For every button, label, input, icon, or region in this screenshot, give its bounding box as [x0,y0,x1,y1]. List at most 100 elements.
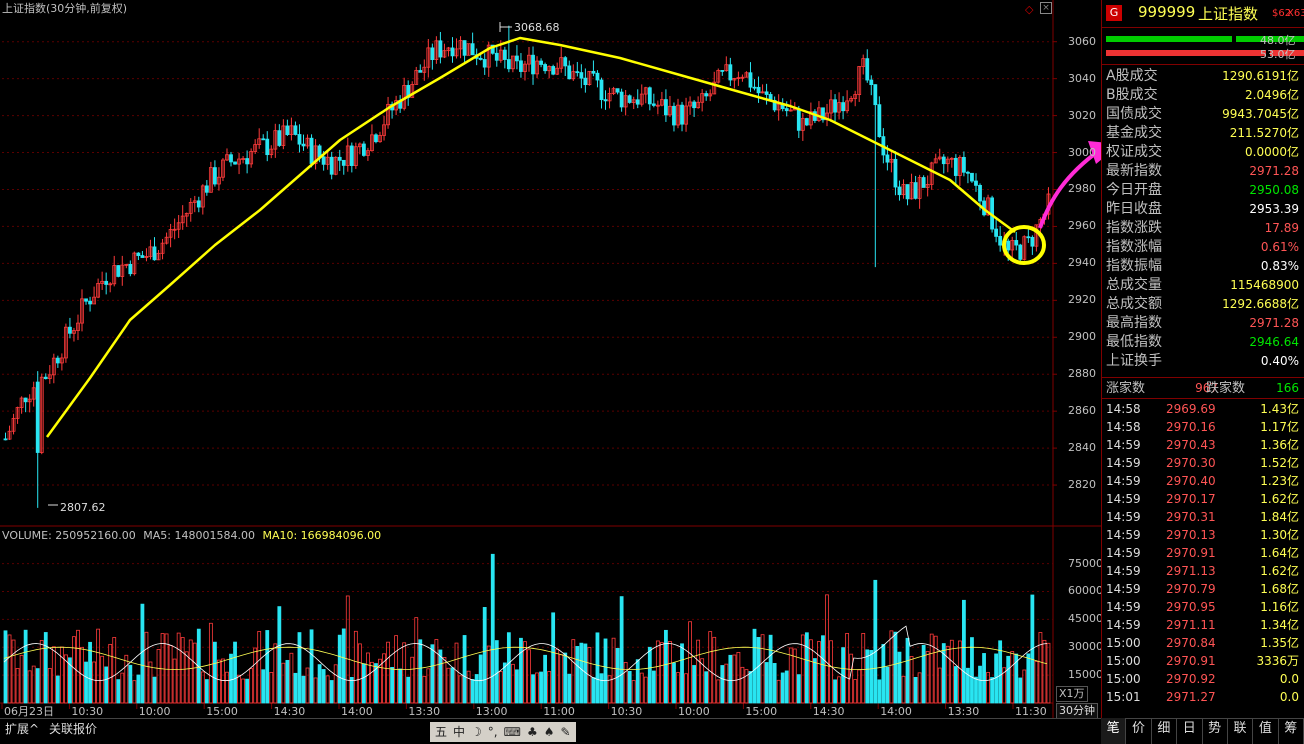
trade-row: 14:59 2970.43 1.36亿 [1106,436,1301,454]
input-tool-icon[interactable]: ♠ [543,725,555,739]
volume-bar [345,595,350,704]
trade-price: 2970.31 [1166,510,1216,524]
volume-bar [144,631,149,704]
volume-bar [382,653,386,704]
candle-body [821,107,825,121]
period-selector[interactable]: 30分钟 [1056,703,1098,719]
chart-settings-icon[interactable]: ◇ [1025,3,1034,16]
candle-body [917,177,922,199]
volume-tick-label: 30000 [1068,640,1103,654]
trade-amount: 1.62亿 [1260,564,1299,578]
candle-body [772,99,777,111]
candle-body [378,135,382,143]
volume-bar [333,664,338,704]
candle-body [422,66,427,73]
related-quotes-button[interactable]: 关联报价 [49,722,98,736]
stat-row: 总成交额 1292.6688亿 [1106,295,1301,314]
candle-body [857,66,862,95]
candle-body [15,407,20,419]
candle-body [591,70,596,74]
chart-close-icon[interactable]: × [1040,2,1052,14]
volume-bar [740,666,745,704]
volume-bar [780,672,785,704]
volume-bar [466,670,471,704]
input-tool-icon[interactable]: ✎ [560,725,571,739]
volume-bar [615,648,620,704]
trade-row: 14:59 2970.95 1.16亿 [1106,598,1301,616]
volume-bar [1014,653,1019,704]
kline-chart-area[interactable]: 上证指数(30分钟,前复权) ◇ × 3068.68 2807.62 3060 3… [0,0,1103,744]
input-tool-icon[interactable]: 中 [453,725,466,739]
candle-body [732,78,737,81]
candle-body [688,101,692,107]
input-tool-icon[interactable]: 五 [435,725,448,739]
candle-body [285,125,290,136]
expand-button[interactable]: 扩展^ [5,722,40,736]
trade-price: 2970.17 [1166,492,1216,506]
buy-volume-bar [1106,36,1232,42]
candle-body [676,104,680,126]
panel-tab[interactable]: 价 [1126,718,1152,744]
candle-body [756,86,761,94]
input-tool-icon[interactable]: °, [487,725,498,739]
candle-body [994,228,999,237]
volume-bar [700,658,705,704]
buy-volume-bar-2 [1236,36,1304,42]
volume-bar [1038,632,1043,704]
volume-bar [595,632,600,704]
candle-body [551,66,556,75]
candle-body [313,145,318,164]
trade-amount: 1.23亿 [1260,474,1299,488]
volume-bar [454,642,459,704]
input-tool-icon[interactable]: ☽ [471,725,482,739]
volume-bar [47,668,52,704]
input-tool-icon[interactable]: ♣ [526,725,538,739]
volume-bar [941,643,946,704]
volume-bar [11,639,16,704]
panel-tab[interactable]: 联 [1228,718,1254,744]
candle-body [100,280,105,284]
tag-two: X63 [1287,8,1304,19]
candle-body [39,376,44,453]
input-tool-icon[interactable]: ⌨ [503,725,521,739]
candle-body [55,357,60,364]
volume-bar [301,675,306,704]
volume-bar [764,662,769,704]
stat-label: 最新指数 [1106,163,1162,179]
volume-bar [885,666,890,704]
panel-tab[interactable]: 势 [1203,718,1228,744]
stat-row: 国债成交 9943.7045亿 [1106,105,1301,124]
candle-body [462,40,467,56]
stat-row: 最新指数 2971.28 [1106,162,1301,181]
volume-bar [1026,653,1031,704]
trade-time: 14:59 [1106,600,1141,614]
candle-body [442,50,447,58]
volume-bar [273,643,278,704]
volume-bar [547,671,552,704]
stat-label: 今日开盘 [1106,182,1162,198]
candle-body [615,88,620,93]
candle-body [631,99,636,103]
stat-row: 总成交量 115468900 [1106,276,1301,295]
volume-bar [905,637,910,704]
candle-body [43,376,48,380]
panel-tab[interactable]: 筹 [1279,718,1304,744]
panel-tab[interactable]: 日 [1177,718,1203,744]
candle-body [800,118,805,131]
volume-bar [873,579,878,704]
volume-bar [64,654,68,704]
panel-tab[interactable]: 值 [1253,718,1279,744]
kline-chart-svg[interactable] [0,0,1101,718]
volume-bar [357,643,362,704]
panel-tab[interactable]: 笔 [1101,718,1127,744]
candle-body [305,137,310,147]
candle-body [841,102,845,112]
panel-tab[interactable]: 细 [1152,718,1178,744]
candle-body [229,154,233,163]
candle-body [410,84,415,98]
candle-body [225,154,229,161]
candle-body [962,157,966,173]
candle-body [478,57,483,60]
candle-body [567,65,572,80]
candle-body [861,58,866,67]
